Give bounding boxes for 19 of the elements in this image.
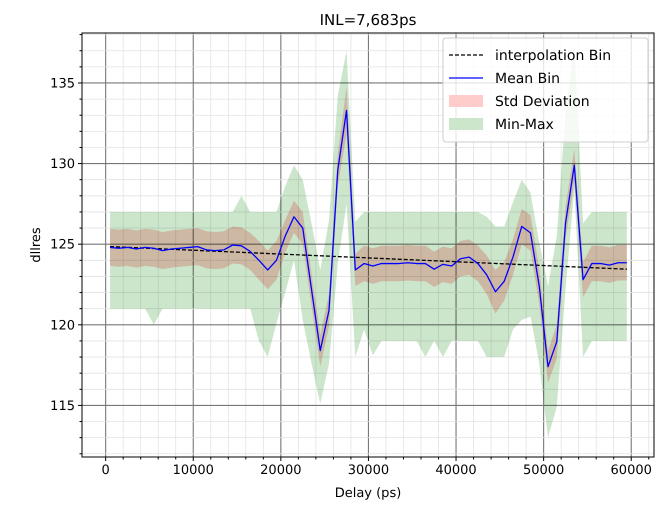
legend-label: Std Deviation bbox=[495, 94, 590, 110]
y-tick-label: 115 bbox=[50, 398, 75, 414]
x-tick-label: 50000 bbox=[522, 463, 564, 478]
y-axis-title: dllres bbox=[29, 227, 44, 263]
legend-label: Mean Bin bbox=[495, 70, 560, 87]
x-tick-label: 30000 bbox=[348, 463, 390, 478]
y-tick-label: 125 bbox=[50, 238, 75, 253]
x-tick-label: 60000 bbox=[610, 463, 652, 478]
x-tick-label: 20000 bbox=[260, 463, 302, 478]
y-tick-label: 120 bbox=[50, 318, 75, 334]
x-tick-label: 0 bbox=[102, 463, 110, 478]
legend-label: Min-Max bbox=[495, 116, 554, 133]
legend-label: interpolation Bin bbox=[495, 48, 612, 64]
x-tick-label: 40000 bbox=[435, 463, 477, 478]
y-tick-label: 130 bbox=[50, 157, 75, 172]
x-tick-label: 10000 bbox=[172, 463, 214, 478]
y-tick-label: 135 bbox=[50, 76, 75, 92]
chart-title: INL=7,683ps bbox=[320, 11, 417, 29]
x-axis-title: Delay (ps) bbox=[334, 486, 402, 501]
